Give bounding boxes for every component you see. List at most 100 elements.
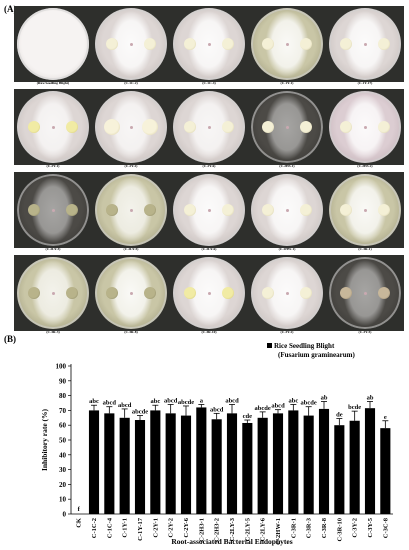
fungal-plug [51,291,55,295]
significance-letter: abcd [103,400,117,407]
significance-letter: abc [89,398,99,405]
x-tick-label: C-3C-8 [382,517,389,538]
y-tick-label: 30 [59,466,67,474]
bacterial-colony [66,287,78,299]
bacterial-colony [106,287,118,299]
plate-caption: (C-2HW-1) [278,247,296,251]
bacterial-colony [340,38,352,50]
data-bar [134,420,146,514]
significance-letter: abcde [178,399,194,406]
y-tick-label: 50 [59,437,67,445]
bacterial-colony [340,121,352,133]
petri-plate: (C-3R-8) [92,255,170,338]
x-tick-label: C-1Y-1 [122,518,129,538]
petri-plate: (C-2H3-1) [248,89,326,172]
x-tick-label: C-1Y-17 [137,517,144,541]
significance-letter: abc [150,398,160,405]
legend-swatch [267,343,272,348]
bacterial-colony [144,287,156,299]
bacterial-colony [144,204,156,216]
data-bar [180,415,192,514]
y-tick-label: 80 [59,392,67,400]
petri-plate: (C-1Y-1) [248,6,326,89]
significance-letter: abcd [225,397,239,404]
data-bar [242,422,253,514]
bacterial-colony [340,287,352,299]
data-bar [165,413,176,514]
data-bar [334,425,345,514]
petri-plate: (C-3R-10) [170,255,248,338]
bacterial-colony [300,204,312,216]
x-tick-label: C-3Y-5 [367,517,374,537]
legend-label: Rice Seedling Blight [274,342,335,350]
fungal-plug [363,125,367,129]
bacterial-colony [104,119,120,135]
fungal-plug [207,291,211,295]
fungal-plug [51,208,55,212]
y-tick-label: 90 [59,377,67,385]
x-tick-label: C-2LY-5 [244,517,251,541]
x-tick-label: C-2H3-2 [214,518,221,542]
fungal-plug [285,42,289,46]
bacterial-colony [222,38,234,50]
bacterial-colony [66,204,78,216]
petri-plate: (C-3Y-2) [248,255,326,338]
plate-caption: (C-3R-10) [201,330,217,334]
data-bar [226,413,238,514]
bacterial-colony [144,38,156,50]
x-tick-label: C-3R-10 [336,518,343,541]
fungal-plug [363,208,367,212]
bacterial-colony [262,38,274,50]
bacterial-colony [142,119,158,135]
fungal-plug [207,208,211,212]
plate-caption: (C-3Y-5) [358,330,372,334]
y-axis-title: Inhibitory rate (%) [40,408,49,471]
significance-letter: abcde [132,409,148,416]
petri-plate: (C-2H3-2) [326,89,404,172]
data-bar [150,410,161,514]
bacterial-colony [184,121,196,133]
x-axis-title: Root-associated Bacterial Endophytes [171,537,292,546]
plate-caption: (C-2Y-2) [124,164,138,168]
data-bar [104,413,115,514]
plate-caption: (C-2LY-5) [123,247,139,251]
petri-plate: (C-2LY-6) [170,172,248,255]
data-bar [303,415,314,514]
significance-letter: a [200,397,204,404]
plate-caption: (C-3R-3) [46,330,60,334]
plate-caption: (C-2H3-2) [357,164,373,168]
significance-letter: abc [288,397,298,404]
significance-letter: abcde [255,405,271,412]
plate-caption: (C-2LY-6) [201,247,217,251]
plate-caption: (C-1Y-1) [280,81,294,85]
bacterial-colony [378,287,390,299]
significance-letter: abcde [301,400,317,407]
plate-caption: (C-3R-1) [358,247,372,251]
bacterial-colony [262,287,274,299]
significance-letter: abcd [271,403,285,410]
plate-caption: (C-2LY-3) [45,247,61,251]
y-tick-label: 0 [63,511,67,519]
significance-letter: abcd [118,402,132,409]
x-tick-label: C-2H3-1 [198,518,205,542]
fungal-plug [207,42,211,46]
x-tick-label: C-3Y-2 [352,518,359,538]
bacterial-colony [378,121,390,133]
bacterial-colony [222,287,234,299]
petri-plate: (C-2Y-2) [92,89,170,172]
legend-sublabel: (Fusarium graminearum) [278,351,355,359]
significance-letter: de [336,412,343,419]
bacterial-colony [340,204,352,216]
fungal-plug [129,125,133,129]
significance-letter: cde [243,413,253,420]
bacterial-colony [262,204,274,216]
x-tick-label: C-2LY-6 [260,517,267,541]
x-tick-label: C-3R-3 [306,517,313,538]
data-bar [119,417,130,514]
significance-letter: f [78,506,81,513]
petri-plate: (C-2LY-5) [92,172,170,255]
data-bar [88,410,100,514]
fungal-plug [285,125,289,129]
data-bar [349,420,360,514]
data-bar [380,428,391,514]
